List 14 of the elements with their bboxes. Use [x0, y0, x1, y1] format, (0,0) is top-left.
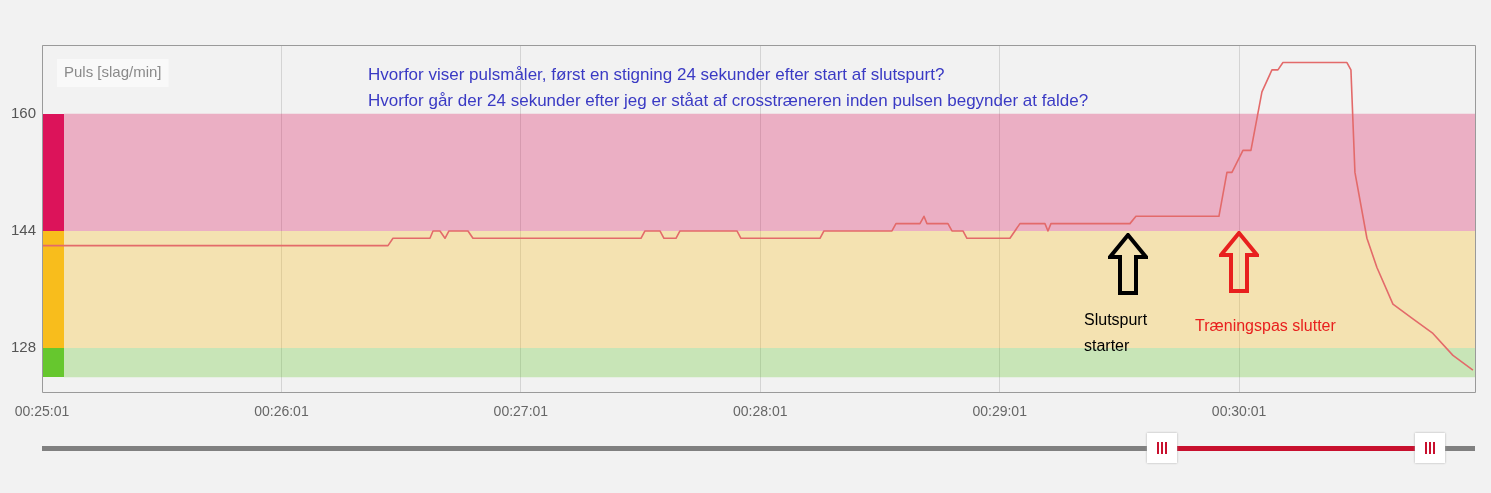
x-tick-label: 00:28:01	[733, 403, 788, 420]
x-tick-label: 00:26:01	[254, 403, 309, 420]
x-tick-label: 00:29:01	[972, 403, 1028, 420]
y-tick-label: 144	[10, 221, 36, 239]
y-tick-label: 128	[10, 338, 36, 356]
y-tick-label: 160	[10, 103, 36, 121]
annotation: Slutspurt starter	[1084, 310, 1148, 356]
annotation: Træningspas slutter	[1195, 316, 1336, 336]
y-axis-title: Puls [slag/min]	[64, 63, 162, 81]
annotation: Hvorfor går der 24 sekunder efter jeg er ståat af crosstræneren inden pulsen begynder at falde?	[368, 90, 1089, 110]
x-tick-label: 00:25:01	[14, 403, 70, 420]
x-tick-label: 00:27:01	[493, 403, 549, 420]
annotation: Hvorfor viser pulsmåler, først en stigning 24 sekunder efter start af slutspurt?	[368, 64, 945, 84]
x-tick-label: 00:30:01	[1211, 403, 1267, 420]
